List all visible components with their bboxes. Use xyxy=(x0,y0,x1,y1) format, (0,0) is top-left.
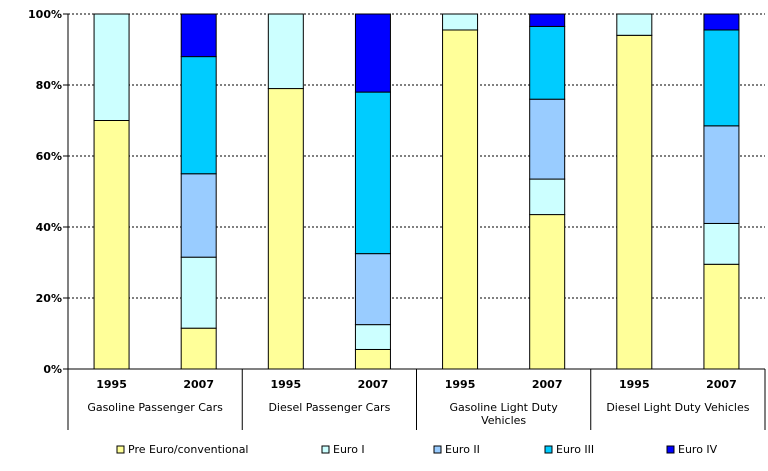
legend-label: Euro I xyxy=(333,443,365,456)
bar-segment xyxy=(529,13,566,27)
bar-segment xyxy=(616,13,653,36)
x-year-label: 2007 xyxy=(706,378,737,391)
x-group-label: Diesel Light Duty Vehicles xyxy=(606,401,749,414)
bar-segment xyxy=(703,222,740,265)
bar-segment xyxy=(529,214,566,370)
bar-segment xyxy=(93,120,130,370)
x-group-label: Diesel Passenger Cars xyxy=(268,401,390,414)
bar-segment xyxy=(529,178,566,216)
bar-segment xyxy=(703,13,740,31)
y-tick-label: 20% xyxy=(36,292,62,305)
gridlines xyxy=(68,13,765,299)
x-group-label: Vehicles xyxy=(481,414,526,427)
bar-segment xyxy=(703,263,740,370)
x-group-label: Gasoline Passenger Cars xyxy=(87,401,223,414)
bar-segment xyxy=(267,13,304,90)
legend-label: Euro IV xyxy=(678,443,718,456)
axes xyxy=(67,14,766,430)
bar-segment xyxy=(354,348,391,370)
legend-label: Pre Euro/conventional xyxy=(128,443,249,456)
bar-segment xyxy=(354,13,391,93)
x-year-label: 2007 xyxy=(358,378,389,391)
legend-swatch xyxy=(433,445,442,454)
y-axis-ticks: 0% 20% 40% 60% 80% 100% xyxy=(28,8,68,376)
bars xyxy=(93,13,740,370)
bar-segment xyxy=(93,13,130,121)
y-tick-label: 100% xyxy=(28,8,62,21)
x-year-label: 2007 xyxy=(183,378,214,391)
x-year-label: 1995 xyxy=(271,378,302,391)
legend-label: Euro III xyxy=(556,443,594,456)
bar-segment xyxy=(529,25,566,100)
y-tick-label: 40% xyxy=(36,221,62,234)
x-year-label: 1995 xyxy=(96,378,127,391)
x-year-label: 2007 xyxy=(532,378,563,391)
bar-segment xyxy=(267,88,304,370)
x-group-label: Gasoline Light Duty xyxy=(449,401,558,414)
bar-segment xyxy=(442,29,479,370)
bar-segment xyxy=(703,29,740,127)
legend-swatch xyxy=(666,445,675,454)
bar-segment xyxy=(180,256,217,329)
bar-segment xyxy=(180,327,217,370)
legend-swatch xyxy=(544,445,553,454)
bar-segment xyxy=(180,173,217,258)
legend-swatch xyxy=(321,445,330,454)
bar-segment xyxy=(442,13,479,31)
y-tick-label: 60% xyxy=(36,150,62,163)
bar-segment xyxy=(180,13,217,58)
bar-segment xyxy=(703,125,740,224)
x-axis-labels: 1995 2007 Gasoline Passenger Cars 1995 2007 D… xyxy=(87,378,749,427)
x-year-label: 1995 xyxy=(619,378,650,391)
bar-segment xyxy=(354,91,391,255)
bar-segment xyxy=(354,253,391,326)
bar-segment xyxy=(529,98,566,180)
legend-label: Euro II xyxy=(445,443,480,456)
bar-segment xyxy=(180,56,217,175)
legend-swatch xyxy=(116,445,125,454)
x-year-label: 1995 xyxy=(445,378,476,391)
y-tick-label: 80% xyxy=(36,79,62,92)
y-tick-label: 0% xyxy=(43,363,62,376)
bar-segment xyxy=(616,34,653,370)
bar-segment xyxy=(354,324,391,350)
legend: Pre Euro/conventional Euro I Euro II Euro I… xyxy=(116,443,718,456)
